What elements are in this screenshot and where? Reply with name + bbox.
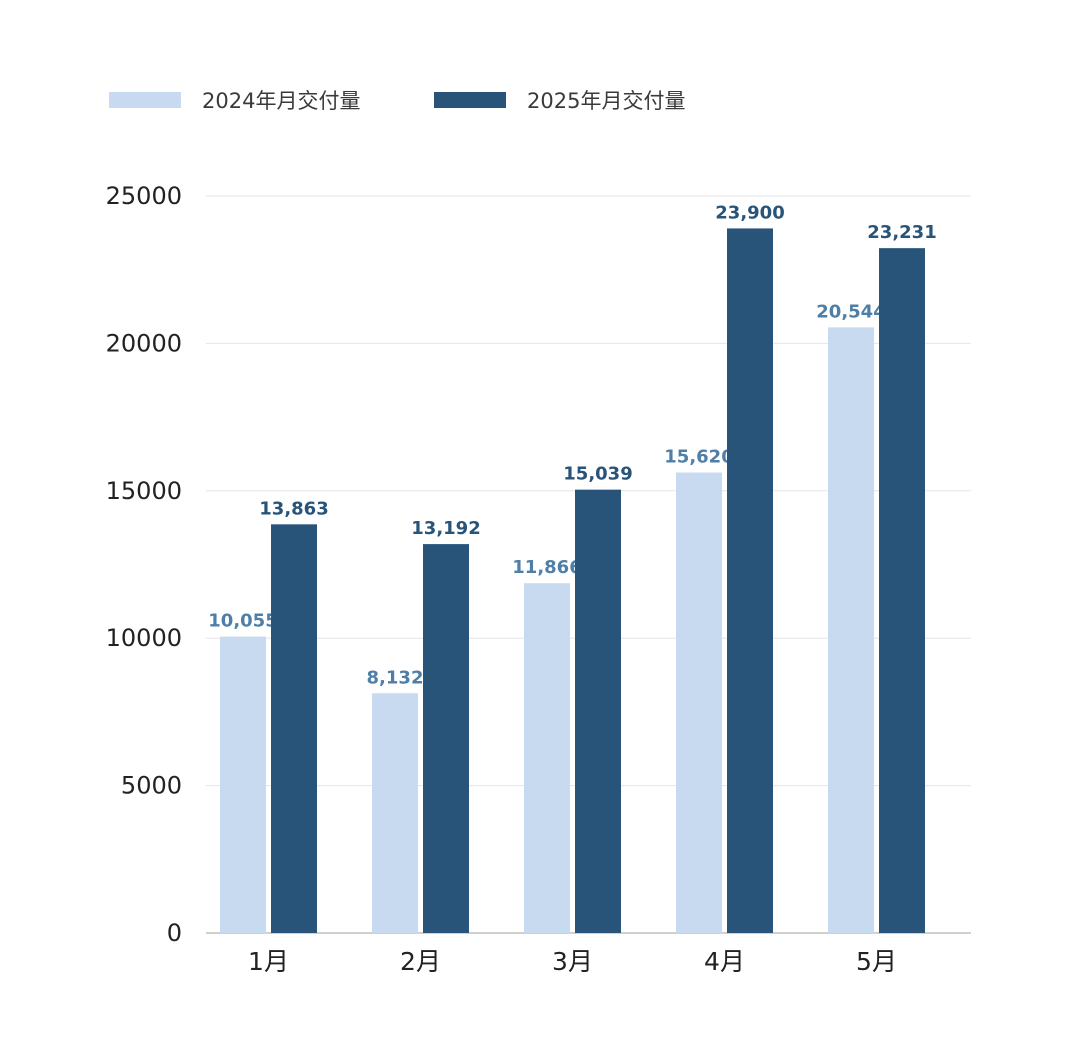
x-tick-label: 3月 <box>552 947 593 976</box>
data-label: 15,039 <box>563 464 632 485</box>
data-label: 23,231 <box>867 222 936 243</box>
bar-series1 <box>524 583 570 933</box>
y-tick-label: 5000 <box>121 772 182 800</box>
bar-series1 <box>372 693 418 933</box>
data-label: 20,544 <box>816 301 885 322</box>
data-label: 8,132 <box>367 667 424 688</box>
legend-swatch <box>434 92 506 108</box>
legend-label: 2024年月交付量 <box>202 89 360 113</box>
x-tick-label: 4月 <box>704 947 745 976</box>
data-label: 15,620 <box>664 447 733 468</box>
y-tick-label: 25000 <box>106 182 182 210</box>
bar-series1 <box>220 636 266 933</box>
bar-series1 <box>676 472 722 933</box>
bar-series1 <box>828 327 874 933</box>
bar-series2 <box>879 248 925 933</box>
y-tick-label: 10000 <box>106 624 182 652</box>
legend-swatch <box>109 92 181 108</box>
y-tick-label: 0 <box>167 919 182 947</box>
x-tick-label: 1月 <box>248 947 289 976</box>
data-label: 23,900 <box>715 202 784 223</box>
legend-label: 2025年月交付量 <box>527 89 685 113</box>
y-tick-label: 15000 <box>106 477 182 505</box>
y-tick-label: 20000 <box>106 329 182 357</box>
data-label: 11,866 <box>512 557 581 578</box>
bar-series2 <box>423 544 469 933</box>
x-tick-label: 2月 <box>400 947 441 976</box>
data-label: 13,192 <box>411 518 480 539</box>
bar-series2 <box>575 489 621 933</box>
x-tick-label: 5月 <box>856 947 897 976</box>
bar-series2 <box>727 228 773 934</box>
bar-series2 <box>271 524 317 933</box>
data-label: 10,055 <box>208 611 277 632</box>
data-label: 13,863 <box>259 498 328 519</box>
